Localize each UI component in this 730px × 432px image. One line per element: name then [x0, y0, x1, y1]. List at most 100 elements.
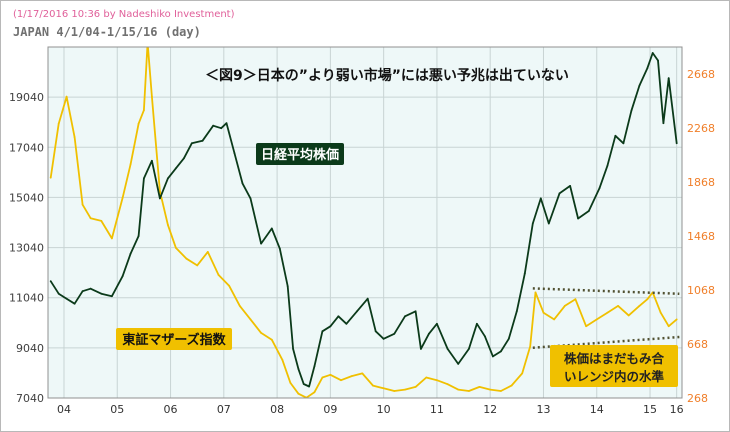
nikkei-data-point — [111, 295, 113, 298]
mothers-data-point — [521, 372, 524, 375]
mothers-data-point — [667, 325, 670, 328]
nikkei-data-point — [183, 157, 185, 160]
x-tick-label: 14 — [590, 403, 604, 416]
x-tick-label: 12 — [483, 403, 497, 416]
nikkei-series-label: 日経平均株価 — [261, 147, 339, 163]
mothers-data-point — [196, 264, 199, 267]
nikkei-data-point — [662, 122, 665, 125]
mothers-data-point — [260, 332, 262, 334]
y-right-tick-label: 668 — [687, 338, 708, 351]
nikkei-data-point — [100, 292, 103, 295]
nikkei-data-point — [356, 310, 358, 313]
mothers-data-point — [65, 95, 68, 98]
y-right-tick-label: 1868 — [687, 176, 715, 189]
nikkei-data-point — [270, 227, 273, 230]
nikkei-data-point — [220, 127, 223, 130]
mothers-data-point — [111, 237, 113, 240]
mothers-data-point — [361, 372, 364, 375]
nikkei-data-point — [614, 134, 617, 137]
nikkei-data-point — [646, 67, 649, 69]
nikkei-data-point — [484, 335, 486, 338]
mothers-data-point — [585, 325, 587, 328]
y-right-tick-label: 1068 — [687, 284, 715, 297]
nikkei-data-point — [404, 315, 406, 318]
nikkei-data-point — [428, 332, 430, 335]
x-tick-label: 04 — [57, 403, 71, 416]
nikkei-data-point — [630, 109, 633, 112]
nikkei-data-point — [414, 310, 417, 313]
nikkei-data-point — [167, 177, 169, 180]
mothers-data-point — [297, 392, 300, 395]
nikkei-data-point — [329, 325, 332, 328]
nikkei-data-point — [436, 322, 438, 325]
nikkei-data-point — [241, 182, 244, 185]
mothers-data-point — [436, 379, 438, 382]
nikkei-data-point — [233, 152, 236, 155]
nikkei-data-point — [657, 59, 659, 62]
nikkei-data-point — [260, 242, 262, 245]
nikkei-data-point — [507, 337, 510, 340]
mothers-data-point — [446, 383, 449, 386]
mothers-data-point — [404, 388, 406, 391]
mothers-data-point — [137, 122, 140, 125]
mothers-data-point — [249, 318, 252, 321]
nikkei-data-point — [81, 290, 84, 293]
y-right-tick-label: 1468 — [687, 230, 715, 243]
mothers-data-point — [372, 384, 374, 387]
range-note-line-1: 株価はまだもみ合 — [564, 351, 665, 366]
nikkei-data-point — [558, 192, 561, 195]
mothers-data-point — [167, 224, 169, 226]
nikkei-data-point — [292, 348, 294, 350]
mothers-data-point — [49, 176, 52, 179]
y-right-tick-label: 2668 — [687, 68, 715, 81]
plot-border — [47, 46, 683, 399]
mothers-data-point — [175, 247, 177, 249]
nikkei-data-point — [500, 350, 502, 353]
x-tick-label: 07 — [217, 403, 231, 416]
mothers-data-point — [57, 122, 60, 125]
mothers-data-point — [617, 305, 619, 307]
nikkei-data-point — [468, 348, 470, 350]
mothers-data-point — [563, 305, 566, 307]
mothers-label-box: 東証マザーズ指数 — [116, 328, 232, 350]
mothers-data-point — [489, 388, 492, 391]
nikkei-data-point — [57, 292, 60, 295]
axes: 7040 9040 11040 13040 15040 17040 19040 268 668 1… — [9, 68, 715, 416]
chart-title: ＜図9＞日本の”より弱い市場”には悪い予兆は出ていない — [205, 67, 569, 84]
nikkei-data-point — [622, 142, 625, 145]
x-tick-label: 16 — [670, 403, 684, 416]
x-tick-label: 11 — [430, 403, 444, 416]
mothers-data-point — [73, 136, 76, 139]
mothers-data-point — [393, 390, 396, 392]
mothers-data-point — [340, 379, 342, 382]
nikkei-data-point — [137, 235, 140, 237]
nikkei-data-point — [65, 297, 68, 300]
mothers-data-point — [382, 387, 385, 390]
nikkei-data-point — [366, 297, 369, 300]
y-left-tick-label: 9040 — [16, 342, 44, 355]
mothers-data-point — [478, 386, 481, 388]
nikkei-data-point — [598, 187, 601, 190]
mothers-data-point — [281, 359, 284, 361]
mothers-data-point — [81, 203, 84, 206]
nikkei-data-point — [143, 177, 145, 180]
mothers-data-point — [321, 376, 324, 379]
nikkei-data-point — [374, 330, 377, 333]
mothers-data-point — [425, 376, 428, 379]
mothers-data-point — [606, 311, 609, 314]
mothers-data-point — [238, 305, 241, 307]
chart-subtitle: JAPAN 4/1/04-1/15/16 (day) — [13, 25, 201, 39]
nikkei-data-point — [190, 142, 193, 145]
mothers-data-point — [510, 384, 513, 387]
nikkei-data-point — [175, 167, 177, 170]
y-left-tick-label: 17040 — [9, 141, 44, 154]
nikkei-data-point — [151, 159, 153, 162]
mothers-data-point — [206, 251, 209, 253]
nikkei-data-point — [302, 383, 305, 385]
mothers-data-point — [129, 163, 132, 166]
mothers-data-point — [270, 338, 273, 341]
mothers-data-point — [646, 298, 649, 301]
mothers-data-point — [289, 382, 292, 384]
nikkei-data-point — [337, 315, 340, 318]
mothers-data-point — [659, 311, 662, 314]
